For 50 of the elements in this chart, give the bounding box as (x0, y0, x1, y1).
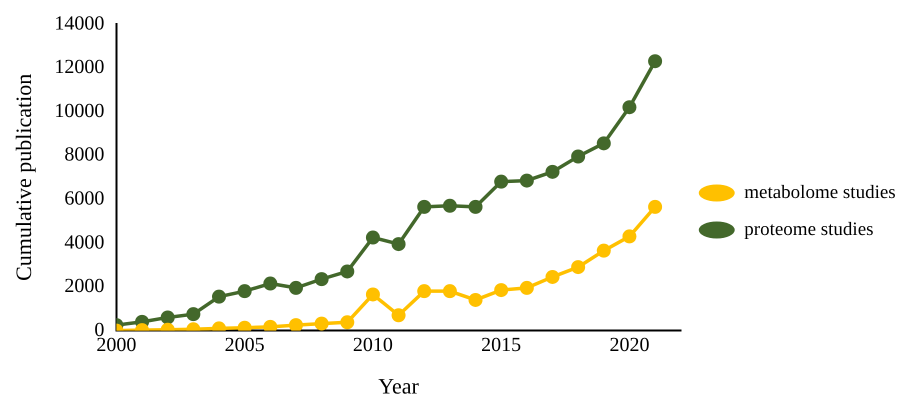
point (520, 280, 534, 295)
point (288, 280, 303, 295)
point (288, 318, 303, 331)
point (596, 244, 611, 258)
point (442, 198, 457, 213)
point (160, 310, 175, 324)
y-tick-label: 10000 (54, 100, 104, 122)
point (596, 136, 611, 150)
y-tick-label: 14000 (54, 12, 104, 34)
y-tick-label: 4000 (64, 231, 104, 254)
point (622, 229, 636, 244)
point (263, 276, 278, 291)
point (392, 308, 406, 322)
y-tick-label: 2000 (64, 275, 104, 298)
y-tick-label: 8000 (64, 144, 104, 166)
point (366, 230, 380, 245)
x-tick-label: 2010 (352, 334, 393, 356)
y-axis-title: Cumulative publication (10, 74, 36, 281)
point (392, 237, 406, 252)
point (314, 316, 329, 331)
point (494, 174, 508, 189)
x-axis-title: Year (378, 374, 420, 399)
point (366, 287, 380, 302)
point (545, 164, 560, 179)
point (648, 54, 662, 68)
legend-label: metabolome studies (744, 182, 896, 203)
y-tick-label: 12000 (54, 56, 104, 78)
x-tick-label: 2005 (224, 334, 265, 356)
x-tick-label: 2015 (481, 334, 522, 356)
point (340, 264, 354, 278)
point (417, 200, 432, 214)
point (494, 283, 508, 298)
point (417, 284, 432, 298)
y-tick-label: 6000 (64, 187, 104, 210)
point (186, 307, 200, 322)
x-tick-label: 2020 (609, 334, 650, 356)
point (545, 270, 560, 284)
legend-label: proteome studies (744, 218, 874, 240)
point (238, 284, 252, 298)
point (520, 174, 534, 188)
point (314, 272, 329, 286)
point (340, 315, 354, 330)
point (468, 292, 483, 307)
point (212, 290, 226, 304)
point (468, 200, 483, 214)
point (622, 100, 636, 114)
point (571, 149, 586, 164)
point (648, 200, 662, 214)
point (442, 284, 457, 298)
point (571, 260, 586, 274)
